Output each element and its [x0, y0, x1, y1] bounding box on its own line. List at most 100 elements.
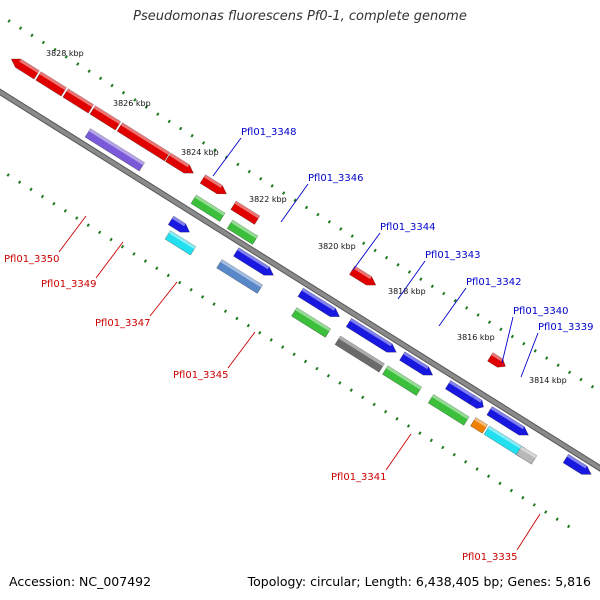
gene-blue[interactable]	[399, 351, 434, 376]
callout-line	[149, 281, 178, 317]
ruler-dot	[259, 176, 263, 181]
ruler-dot	[384, 255, 389, 260]
gene-label-top[interactable]: Pfl01_3343	[425, 250, 481, 261]
ruler-dot	[109, 237, 113, 242]
ruler-dot	[53, 47, 57, 52]
gene-blue[interactable]	[468, 394, 484, 409]
gene-blue[interactable]	[297, 287, 341, 317]
gene-green[interactable]	[226, 219, 259, 245]
gene-red-body	[164, 152, 194, 174]
gene-red-highlight	[234, 201, 260, 219]
ruler-dot	[212, 302, 216, 306]
gene-blue-body	[562, 453, 592, 475]
gene-green[interactable]	[382, 365, 423, 396]
ruler-dot	[143, 259, 148, 263]
callout-line	[397, 260, 426, 300]
ruler-dot	[110, 83, 114, 88]
callout-line	[212, 137, 242, 177]
gene-red[interactable]	[89, 105, 122, 131]
gene-blue[interactable]	[167, 215, 191, 233]
gene-red-body	[230, 200, 261, 225]
genome-stats-text: Topology: circular; Length: 6,438,405 bp…	[247, 574, 591, 589]
gene-lightgray[interactable]	[515, 445, 538, 465]
gene-cyan[interactable]	[164, 230, 197, 256]
kbp-label: 3820 kbp	[318, 242, 356, 251]
gene-purple[interactable]	[84, 128, 146, 172]
ruler-dot	[189, 287, 193, 292]
genome-backbone	[0, 88, 600, 472]
ruler-dot	[63, 209, 67, 213]
gene-label-bottom[interactable]: Pfl01_3349	[41, 279, 97, 290]
gene-blue-highlight	[349, 318, 393, 347]
gene-label-top[interactable]: Pfl01_3342	[466, 277, 522, 288]
gene-label-top[interactable]: Pfl01_3344	[380, 222, 436, 233]
ruler-dot	[362, 241, 366, 246]
ruler-dot	[179, 126, 183, 131]
gene-red[interactable]	[199, 174, 227, 195]
gene-red[interactable]	[349, 265, 377, 286]
ruler-dot	[292, 352, 296, 357]
gene-red-highlight	[203, 174, 223, 188]
ruler-dot	[18, 26, 23, 30]
ruler-dot	[133, 98, 137, 102]
ruler-dot	[407, 270, 412, 274]
gene-label-top[interactable]: Pfl01_3340	[513, 306, 569, 317]
gene-blue-body	[167, 215, 191, 233]
gene-cyan[interactable]	[483, 425, 526, 458]
gene-purple-body	[84, 128, 146, 172]
gene-orange-body	[470, 417, 489, 434]
gene-cyan-highlight	[487, 425, 525, 451]
gene-blue[interactable]	[562, 453, 592, 475]
gene-steelblue[interactable]	[216, 259, 264, 294]
gene-gray[interactable]	[334, 335, 385, 373]
gene-blue-body	[399, 351, 434, 376]
callout-line	[352, 232, 381, 271]
gene-blue[interactable]	[345, 317, 397, 353]
gene-red[interactable]	[487, 352, 506, 368]
gene-green[interactable]	[190, 194, 226, 222]
ruler-dot	[442, 291, 446, 296]
gene-blue[interactable]	[233, 247, 274, 276]
ruler-dot	[190, 133, 194, 138]
ruler-dot	[567, 370, 572, 375]
gene-label-bottom[interactable]: Pfl01_3350	[4, 254, 60, 265]
ruler-dot	[349, 388, 353, 392]
gene-green[interactable]	[291, 307, 332, 338]
ruler-dot	[7, 19, 11, 23]
gene-label-top[interactable]: Pfl01_3339	[538, 322, 594, 333]
ruler-dot	[476, 313, 480, 317]
gene-orange[interactable]	[470, 417, 489, 434]
gene-red[interactable]	[116, 122, 171, 162]
gene-red-highlight	[120, 122, 170, 155]
gene-label-bottom[interactable]: Pfl01_3347	[95, 318, 151, 329]
gene-blue[interactable]	[486, 406, 529, 436]
gene-green-body	[427, 394, 470, 426]
gene-red-body	[62, 88, 94, 114]
gene-cyan-body	[164, 230, 197, 256]
gene-green-highlight	[386, 365, 422, 390]
gene-features[interactable]	[10, 58, 592, 475]
ruler-dot	[327, 219, 332, 224]
gene-red[interactable]	[230, 200, 261, 225]
gene-label-top[interactable]: Pfl01_3346	[308, 173, 364, 184]
gene-label-bottom[interactable]: Pfl01_3335	[462, 552, 518, 563]
ruler-dot	[532, 503, 536, 507]
gene-blue-body	[345, 317, 397, 353]
gene-label-top[interactable]: Pfl01_3348	[241, 127, 297, 138]
ruler-dot	[464, 460, 468, 464]
gene-red[interactable]	[164, 152, 194, 174]
gene-red[interactable]	[62, 88, 94, 114]
gene-green[interactable]	[427, 394, 470, 426]
ruler-dot	[339, 227, 343, 231]
gene-red[interactable]	[10, 58, 40, 80]
gene-red[interactable]	[35, 71, 67, 97]
ruler-dot	[521, 495, 525, 500]
kbp-label: 3826 kbp	[113, 99, 151, 108]
callout-line	[520, 332, 539, 378]
ruler-dot	[338, 381, 342, 385]
gene-label-bottom[interactable]: Pfl01_3345	[173, 370, 229, 381]
gene-label-bottom[interactable]: Pfl01_3341	[331, 472, 387, 483]
gene-blue-highlight	[566, 454, 588, 469]
ruler-dot	[120, 244, 125, 249]
